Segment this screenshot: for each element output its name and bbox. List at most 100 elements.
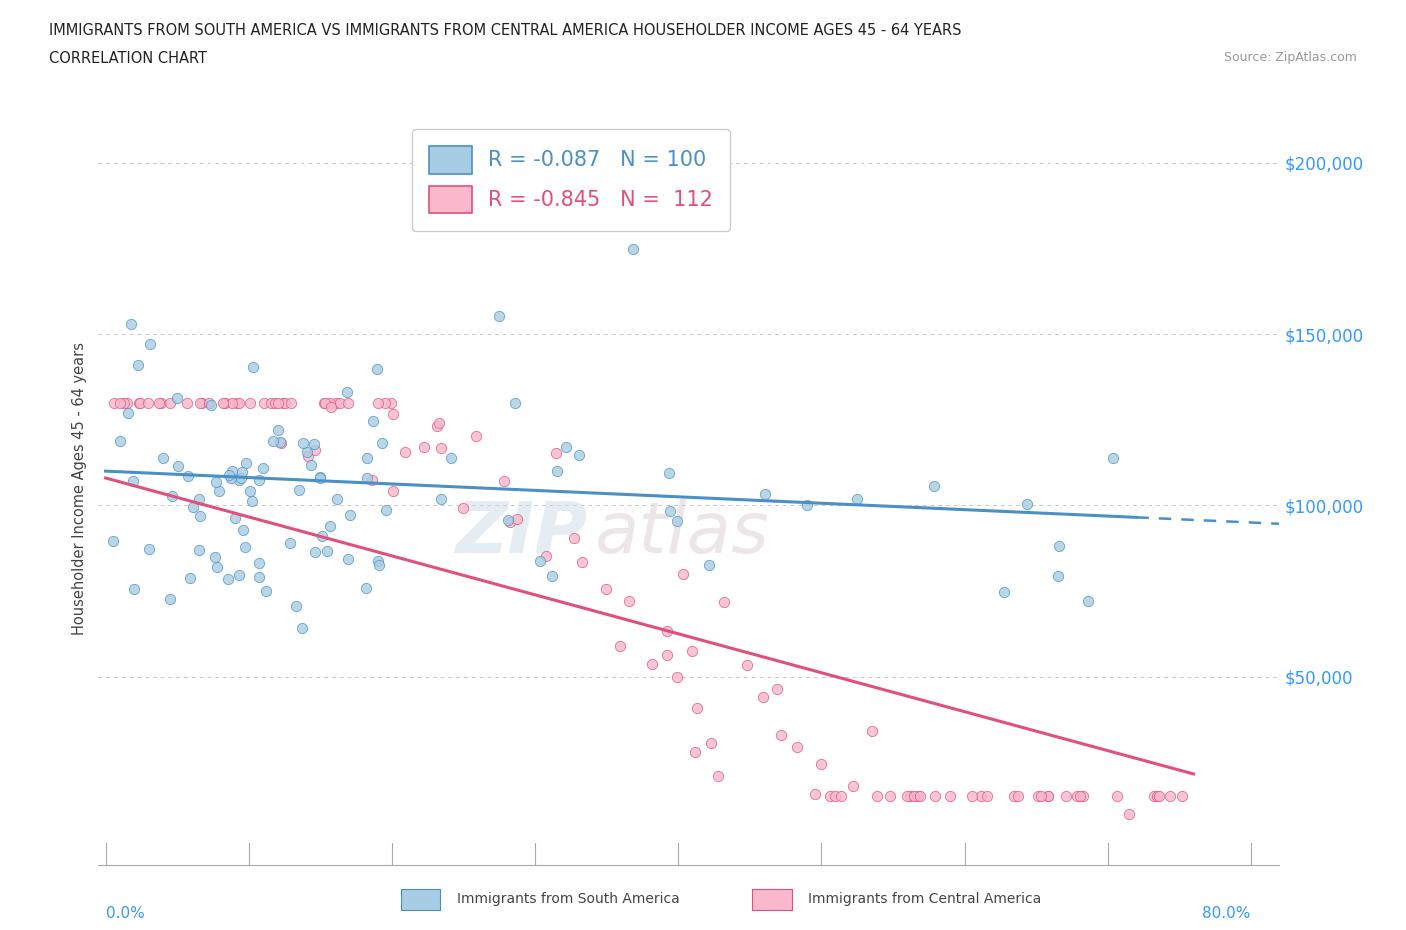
Point — [368, 558, 391, 573]
Point — [162, 488, 184, 503]
Point — [464, 429, 486, 444]
Point — [922, 479, 945, 494]
Point — [269, 435, 291, 450]
Point — [188, 543, 211, 558]
Point — [273, 395, 295, 410]
Text: CORRELATION CHART: CORRELATION CHART — [49, 51, 207, 66]
Point — [1029, 789, 1052, 804]
Point — [924, 789, 946, 804]
Point — [503, 395, 526, 410]
Point — [239, 484, 262, 498]
Text: Immigrants from Central America: Immigrants from Central America — [808, 892, 1042, 907]
Point — [427, 416, 450, 431]
Point — [328, 395, 350, 410]
Point — [252, 460, 274, 475]
Point — [1047, 538, 1070, 553]
Point — [302, 436, 325, 451]
Point — [221, 464, 243, 479]
Point — [1054, 789, 1077, 804]
Point — [908, 789, 931, 804]
Point — [361, 472, 384, 487]
Point — [562, 531, 585, 546]
Point — [232, 523, 254, 538]
Point — [1146, 789, 1168, 804]
Point — [657, 647, 679, 662]
Point — [267, 395, 290, 410]
Point — [1038, 789, 1060, 804]
Point — [190, 509, 212, 524]
Point — [786, 739, 808, 754]
Point — [291, 620, 314, 635]
Point — [541, 568, 564, 583]
Point — [699, 557, 721, 572]
Point — [217, 572, 239, 587]
Point — [218, 468, 240, 483]
Point — [188, 395, 211, 410]
Point — [810, 757, 832, 772]
Point — [228, 472, 250, 487]
Point — [319, 519, 342, 534]
Point — [159, 591, 181, 606]
Point — [108, 433, 131, 448]
Point — [336, 385, 359, 400]
Point — [1107, 789, 1129, 804]
Point — [129, 395, 152, 410]
Point — [735, 658, 758, 672]
Point — [1066, 789, 1088, 804]
Point — [233, 539, 256, 554]
Point — [262, 433, 284, 448]
Point — [380, 395, 402, 410]
Point — [101, 534, 124, 549]
Point — [231, 465, 253, 480]
Point — [796, 498, 818, 512]
Point — [860, 724, 883, 738]
Point — [319, 400, 342, 415]
Point — [198, 395, 221, 410]
Point — [242, 359, 264, 374]
Point — [640, 656, 662, 671]
Point — [278, 536, 301, 551]
Point — [666, 670, 689, 684]
Point — [707, 768, 730, 783]
Point — [430, 441, 453, 456]
Point — [1069, 789, 1091, 804]
Point — [304, 442, 326, 457]
Point — [830, 789, 852, 804]
Point — [288, 483, 311, 498]
Point — [1026, 789, 1049, 804]
Point — [200, 398, 222, 413]
Point — [571, 554, 593, 569]
Point — [1101, 451, 1123, 466]
Point — [1046, 568, 1069, 583]
Point — [336, 551, 359, 566]
Point — [339, 507, 361, 522]
Point — [488, 309, 510, 324]
Point — [228, 395, 250, 410]
Point — [820, 789, 842, 804]
Point — [224, 511, 246, 525]
Point — [205, 560, 228, 575]
Point — [208, 484, 231, 498]
Point — [804, 786, 827, 801]
Point — [619, 593, 641, 608]
Point — [148, 395, 170, 410]
Point — [308, 470, 330, 485]
Point — [247, 569, 270, 584]
Point — [176, 395, 198, 410]
Point — [1171, 789, 1194, 804]
Point — [247, 472, 270, 487]
Point — [149, 395, 172, 410]
Point — [304, 544, 326, 559]
Point — [609, 639, 631, 654]
Point — [554, 439, 576, 454]
Point — [686, 701, 709, 716]
Point — [907, 789, 929, 804]
Point — [568, 447, 591, 462]
Point — [128, 395, 150, 410]
Text: 0.0%: 0.0% — [105, 906, 145, 921]
Point — [681, 644, 703, 658]
Point — [665, 513, 688, 528]
Point — [159, 395, 181, 410]
Point — [190, 395, 212, 410]
Point — [976, 789, 998, 804]
